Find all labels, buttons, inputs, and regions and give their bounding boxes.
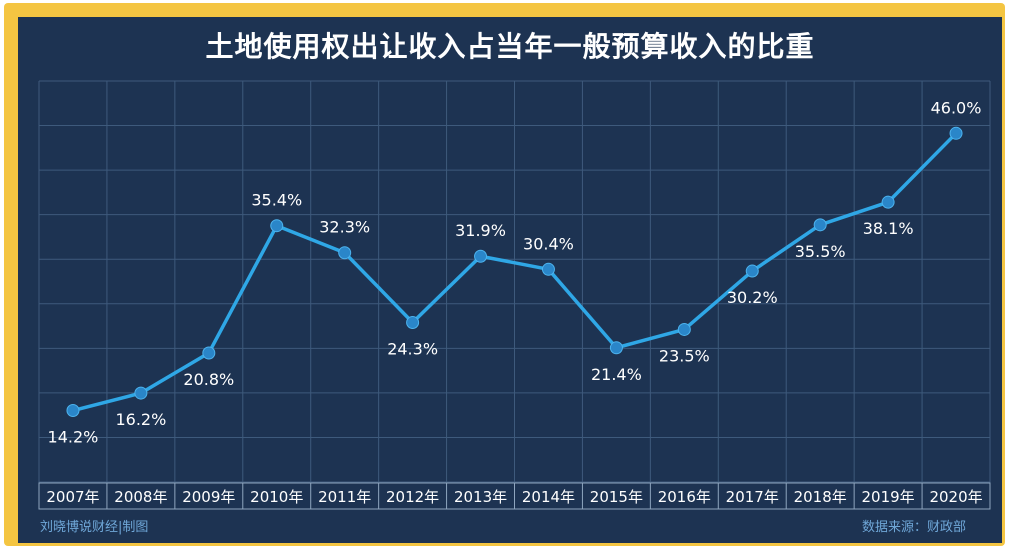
data-point — [881, 195, 895, 209]
x-tick-label: 2013年 — [454, 488, 507, 506]
line-chart: 2007年 2008年 2009年 2010年 2011年 2012年 2013年 2014年… — [38, 80, 991, 510]
x-tick-label: 2010年 — [250, 488, 303, 506]
chart-title: 土地使用权出让收入占当年一般预算收入的比重 — [205, 30, 815, 63]
data-label: 24.3% — [387, 339, 438, 358]
x-tick-label: 2019年 — [862, 488, 915, 506]
data-point — [609, 341, 623, 355]
data-label: 38.1% — [863, 219, 914, 238]
chart-panel: 土地使用权出让收入占当年一般预算收入的比重 2007年 2008年 2009年 201… — [18, 17, 1002, 543]
data-label: 21.4% — [591, 365, 642, 384]
data-label: 30.2% — [727, 288, 778, 307]
x-tick-label: 2018年 — [794, 488, 847, 506]
data-point — [202, 346, 216, 360]
x-tick-label: 2008年 — [114, 488, 167, 506]
data-label: 46.0% — [931, 98, 982, 117]
data-point — [541, 262, 555, 276]
data-label: 16.2% — [115, 410, 166, 429]
data-point — [134, 386, 148, 400]
data-label: 32.3% — [319, 218, 370, 237]
data-label: 35.4% — [251, 191, 302, 210]
data-label: 14.2% — [48, 428, 99, 447]
data-point — [677, 322, 691, 336]
data-point — [474, 249, 488, 263]
x-tick-label: 2015年 — [590, 488, 643, 506]
x-tick-label: 2016年 — [658, 488, 711, 506]
data-label: 30.4% — [523, 234, 574, 253]
data-point — [813, 218, 827, 232]
x-tick-label: 2014年 — [522, 488, 575, 506]
data-point — [338, 246, 352, 260]
x-tick-label: 2009年 — [182, 488, 235, 506]
chart-frame: 土地使用权出让收入占当年一般预算收入的比重 2007年 2008年 2009年 201… — [4, 3, 1005, 546]
data-point — [270, 219, 284, 233]
credit-text: 刘晓博说财经|制图 — [40, 520, 149, 535]
x-tick-label: 2012年 — [386, 488, 439, 506]
data-label: 23.5% — [659, 346, 710, 365]
data-point — [745, 264, 759, 278]
data-label: 20.8% — [183, 370, 234, 389]
data-point — [406, 315, 420, 329]
x-tick-label: 2017年 — [726, 488, 779, 506]
data-point — [66, 404, 80, 418]
x-tick-label: 2007年 — [46, 488, 99, 506]
x-tick-label: 2011年 — [318, 488, 371, 506]
source-text: 数据来源：财政部 — [861, 520, 966, 535]
data-point — [949, 126, 963, 140]
x-tick-label: 2020年 — [929, 488, 982, 506]
data-label: 35.5% — [795, 242, 846, 261]
data-label: 31.9% — [455, 221, 506, 240]
series-line — [72, 132, 958, 413]
